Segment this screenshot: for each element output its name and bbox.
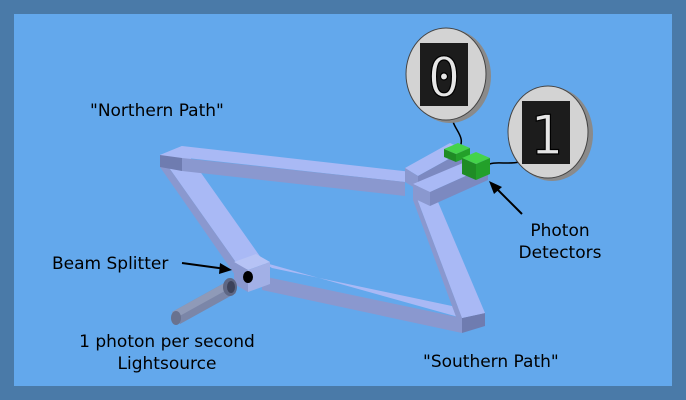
northern-path-segment-1 <box>160 146 264 285</box>
southern-path-label: "Southern Path" <box>423 352 559 372</box>
photon-detectors-label: Photon Detectors <box>505 220 615 264</box>
detector-1-reading: 1 <box>530 104 563 167</box>
photon-detectors-arrow <box>489 181 523 215</box>
lightsource-label-line1: 1 photon per second <box>79 332 255 352</box>
detector-display-0: 0 <box>405 27 491 123</box>
beam-splitter <box>234 254 270 292</box>
lightsource <box>171 278 237 325</box>
diagram-background <box>14 14 672 386</box>
beam-splitter-hole <box>243 271 253 283</box>
photon-detectors-label-line1: Photon <box>530 221 590 241</box>
northern-path-label: "Northern Path" <box>90 101 224 121</box>
lightsource-label-line2: Lightsource <box>117 354 217 374</box>
beam-splitter-arrow <box>181 262 232 274</box>
photon-detectors-label-line2: Detectors <box>518 243 602 263</box>
beam-splitter-label: Beam Splitter <box>52 254 169 274</box>
detector-display-1: 1 <box>507 85 593 181</box>
photon-detector-cube-top <box>444 143 470 162</box>
detector-0-reading: 0 <box>428 46 461 109</box>
southern-path-segment-1 <box>262 262 485 333</box>
photon-detector-cube-bottom <box>462 152 490 180</box>
lightsource-label: 1 photon per second Lightsource <box>62 331 272 375</box>
northern-path-segment-2 <box>160 146 412 196</box>
southern-path-segment-2 <box>413 183 485 333</box>
